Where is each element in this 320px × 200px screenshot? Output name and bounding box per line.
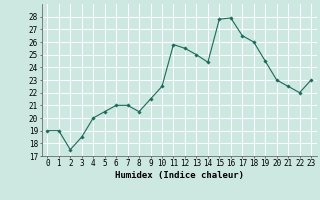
X-axis label: Humidex (Indice chaleur): Humidex (Indice chaleur) [115, 171, 244, 180]
